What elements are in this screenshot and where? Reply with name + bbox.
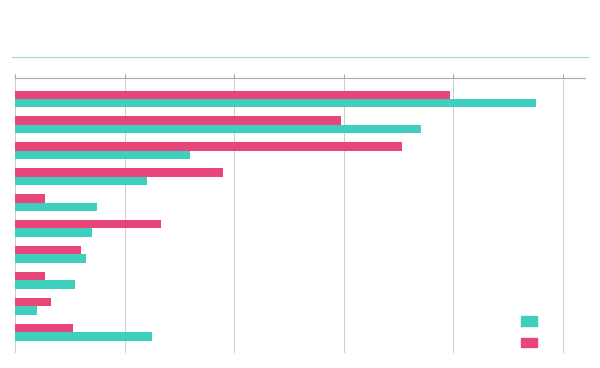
Bar bbox=[15, 168, 223, 177]
Bar bbox=[15, 99, 536, 107]
Bar bbox=[15, 177, 146, 185]
Bar bbox=[15, 280, 75, 289]
Bar bbox=[15, 91, 450, 99]
Bar bbox=[15, 324, 73, 332]
Bar bbox=[15, 246, 81, 254]
Bar bbox=[15, 332, 152, 340]
Bar bbox=[15, 117, 341, 125]
Bar bbox=[15, 142, 402, 151]
Bar bbox=[15, 194, 44, 202]
Bar bbox=[15, 298, 51, 306]
Bar bbox=[15, 306, 37, 315]
Bar bbox=[15, 229, 92, 237]
Bar bbox=[15, 125, 421, 133]
Bar bbox=[15, 202, 97, 211]
Legend: 経験者, 希望者: 経験者, 希望者 bbox=[521, 316, 580, 347]
Bar bbox=[15, 220, 161, 229]
Bar bbox=[15, 272, 44, 280]
Bar bbox=[15, 151, 190, 159]
Bar bbox=[15, 254, 86, 263]
